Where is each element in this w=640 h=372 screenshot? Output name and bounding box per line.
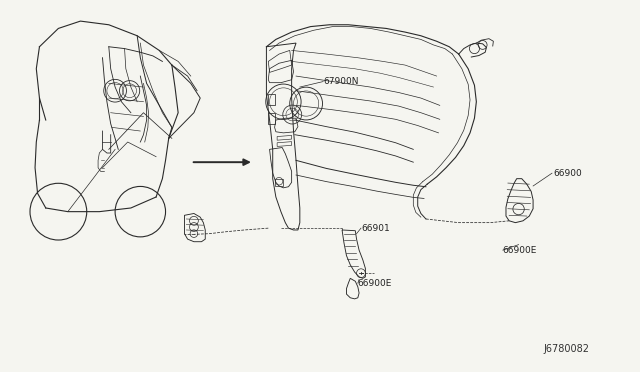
Text: J6780082: J6780082	[544, 344, 590, 354]
Text: 66900E: 66900E	[503, 246, 537, 254]
Text: 66900E: 66900E	[358, 279, 392, 288]
Text: 66901: 66901	[361, 224, 390, 232]
Text: 66900: 66900	[553, 169, 582, 178]
Text: 67900N: 67900N	[323, 77, 358, 86]
